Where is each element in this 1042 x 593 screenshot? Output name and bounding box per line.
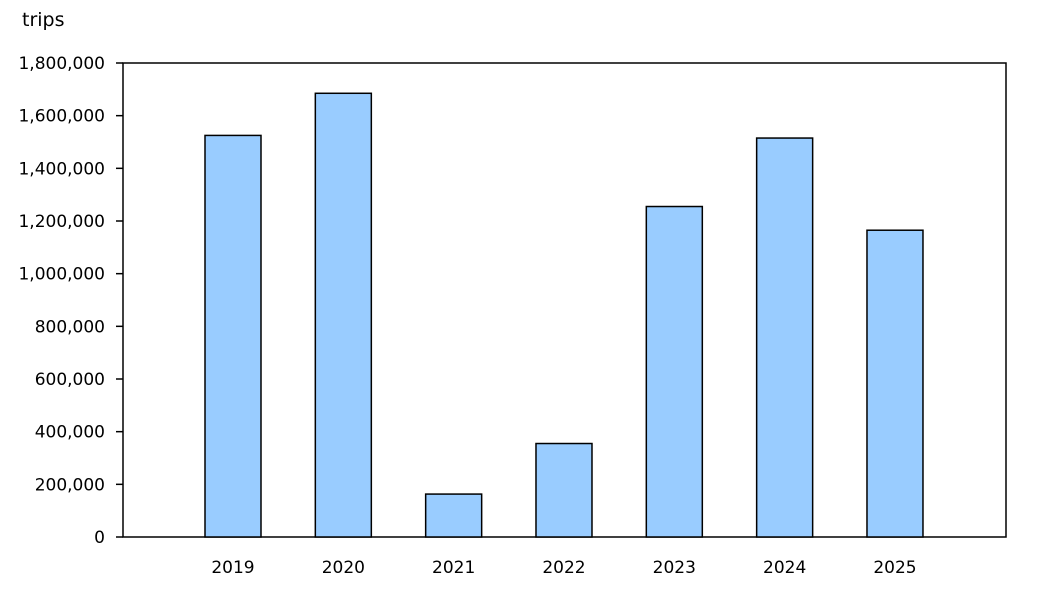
bar-2021 bbox=[424, 493, 483, 538]
bar-2020 bbox=[314, 92, 373, 538]
x-tick-label-2024: 2024 bbox=[763, 558, 806, 578]
x-axis-tick-labels: 2019 2020 2021 2022 2023 2024 2025 bbox=[211, 558, 916, 578]
y-tick-label-2: 400,000 bbox=[35, 423, 105, 443]
y-tick-label-4: 800,000 bbox=[35, 317, 105, 337]
bar-2019 bbox=[204, 134, 262, 538]
x-tick-label-2023: 2023 bbox=[653, 558, 696, 578]
y-tick-label-6: 1,200,000 bbox=[18, 212, 105, 232]
bar-series bbox=[204, 92, 924, 538]
bar-2023 bbox=[645, 205, 704, 538]
y-tick-label-5: 1,000,000 bbox=[18, 265, 105, 285]
y-tick-label-8: 1,600,000 bbox=[18, 107, 105, 127]
x-tick-label-2021: 2021 bbox=[432, 558, 475, 578]
x-tick-label-2020: 2020 bbox=[322, 558, 365, 578]
y-tick-label-0: 0 bbox=[94, 528, 105, 548]
bar-2022 bbox=[535, 442, 593, 538]
x-tick-label-2022: 2022 bbox=[542, 558, 585, 578]
y-tick-label-1: 200,000 bbox=[35, 475, 105, 495]
x-tick-label-2019: 2019 bbox=[211, 558, 254, 578]
y-axis-ticks bbox=[116, 62, 123, 538]
bar-2025 bbox=[866, 229, 924, 538]
y-tick-label-3: 600,000 bbox=[35, 370, 105, 390]
y-axis-unit-label: trips bbox=[22, 9, 65, 31]
bar-2024 bbox=[755, 137, 814, 538]
y-tick-label-9: 1,800,000 bbox=[18, 54, 105, 74]
y-tick-label-7: 1,400,000 bbox=[18, 159, 105, 179]
x-tick-label-2025: 2025 bbox=[873, 558, 916, 578]
y-axis-tick-labels: 0 200,000 400,000 600,000 800,000 1,000,000 1,… bbox=[18, 54, 105, 548]
